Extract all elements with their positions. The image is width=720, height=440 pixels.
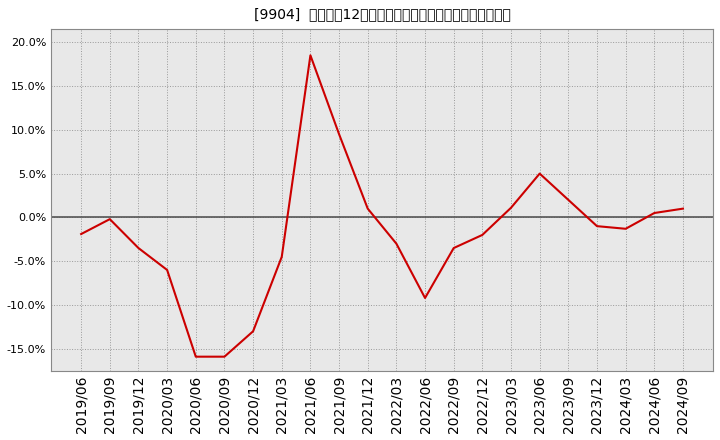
- Title: [9904]  売上高の12か月移動合計の対前年同期増減率の推移: [9904] 売上高の12か月移動合計の対前年同期増減率の推移: [253, 7, 510, 21]
